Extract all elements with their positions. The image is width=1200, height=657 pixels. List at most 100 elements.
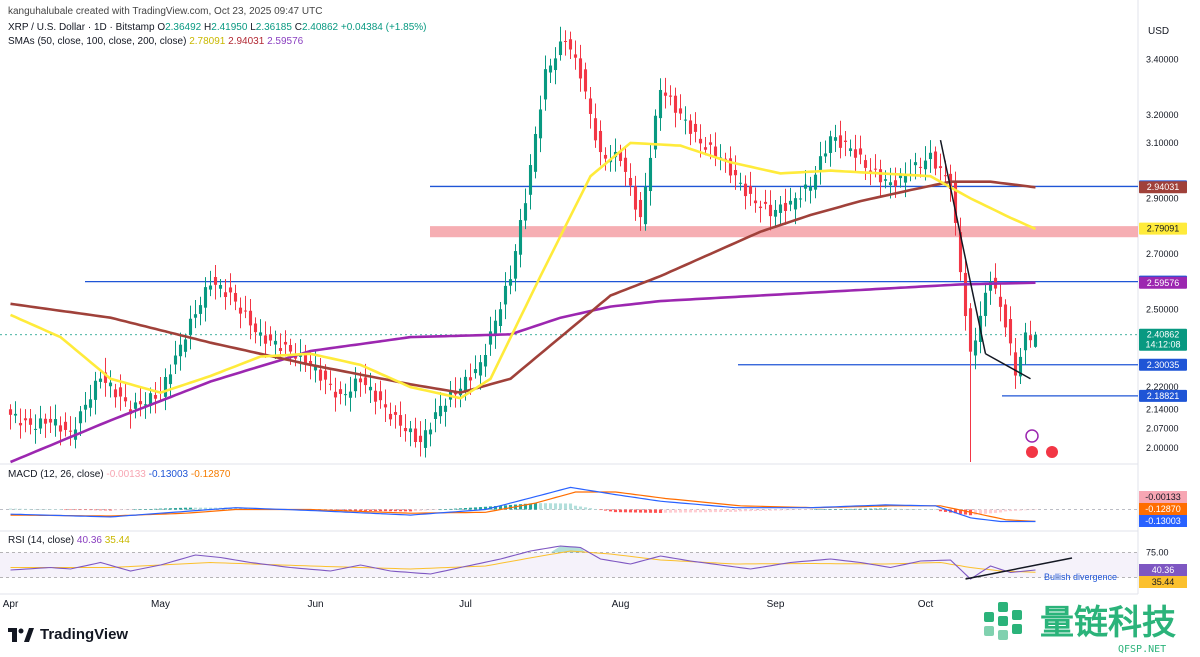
macd-bar <box>363 509 368 511</box>
candle-49 <box>253 323 258 333</box>
macd-bar <box>833 509 838 510</box>
candle-62 <box>318 369 323 381</box>
candle-36 <box>188 318 193 336</box>
macd-bar <box>538 503 543 510</box>
candle-44 <box>228 287 233 293</box>
macd-bar <box>668 509 673 513</box>
candle-141 <box>713 146 718 157</box>
candle-87 <box>443 405 448 412</box>
candle-110 <box>558 41 563 56</box>
close-value: 2.40862 <box>301 22 339 33</box>
rsi-line <box>10 545 1036 580</box>
candle-183 <box>923 160 928 170</box>
macd-bar <box>193 507 198 510</box>
time-tick-Apr: Apr <box>3 599 19 610</box>
candle-63 <box>323 370 328 380</box>
macd-bar <box>83 509 88 511</box>
price-tick: 2.07000 <box>1146 424 1179 434</box>
macd-bar <box>923 509 928 510</box>
resistance-zone <box>430 226 1138 238</box>
macd-bar <box>118 509 123 511</box>
candle-17 <box>93 380 98 400</box>
candle-169 <box>853 149 858 158</box>
price-label-box <box>1139 389 1187 402</box>
macd-bar <box>243 508 248 510</box>
symbol-name[interactable]: XRP / U.S. Dollar · 1D · Bitstamp <box>8 22 155 33</box>
candle-184 <box>928 152 933 160</box>
candle-2 <box>18 422 23 426</box>
macd-hist-value: -0.00133 <box>106 469 146 480</box>
macd-bar <box>188 507 193 510</box>
candle-12 <box>68 430 73 432</box>
macd-bar <box>103 509 108 511</box>
macd-bar <box>853 508 858 510</box>
macd-bar <box>838 509 843 510</box>
candle-130 <box>658 89 663 119</box>
candle-131 <box>663 92 668 96</box>
macd-bar <box>503 505 508 510</box>
candle-133 <box>673 95 678 113</box>
candle-7 <box>43 418 48 424</box>
trendline-0 <box>939 139 987 354</box>
candle-151 <box>763 201 768 204</box>
macd-bar <box>658 509 663 513</box>
macd-axis-box <box>1139 503 1187 515</box>
macd-bar <box>943 509 948 512</box>
candle-5 <box>33 428 38 430</box>
candle-138 <box>698 138 703 144</box>
macd-bar <box>373 509 378 512</box>
candle-75 <box>383 404 388 408</box>
tradingview-logo[interactable]: TradingView <box>8 626 128 643</box>
candle-54 <box>278 348 283 351</box>
macd-bar <box>13 508 18 510</box>
candle-165 <box>833 137 838 141</box>
candle-94 <box>478 362 483 376</box>
candle-158 <box>798 198 803 200</box>
candle-99 <box>503 285 508 305</box>
macd-bar <box>353 509 358 511</box>
macd-bar <box>813 509 818 510</box>
candle-25 <box>133 402 138 409</box>
macd-bar <box>108 509 113 511</box>
candle-45 <box>233 292 238 302</box>
macd-bar <box>843 508 848 510</box>
candle-190 <box>958 232 963 273</box>
candle-57 <box>293 356 298 359</box>
rsi-legend[interactable]: RSI (14, close) 40.36 35.44 <box>8 535 130 546</box>
author-line: kanguhalubale created with TradingView.c… <box>8 6 323 17</box>
candle-37 <box>193 314 198 318</box>
candle-96 <box>488 331 493 345</box>
macd-bar <box>548 503 553 510</box>
macd-legend[interactable]: MACD (12, 26, close) -0.00133 -0.13003 -… <box>8 469 231 480</box>
candle-189 <box>953 180 958 223</box>
macd-bar <box>723 509 728 512</box>
macd-bar <box>653 509 658 513</box>
macd-bar <box>413 509 418 512</box>
open-value: 2.36492 <box>165 22 202 33</box>
candle-93 <box>473 369 478 374</box>
candle-140 <box>708 142 713 145</box>
macd-bar <box>493 506 498 510</box>
trendline-1 <box>985 353 1031 380</box>
macd-bar <box>138 509 143 510</box>
macd-bar <box>703 509 708 513</box>
candle-18 <box>98 378 103 382</box>
macd-bar <box>728 509 733 512</box>
candle-132 <box>668 95 673 97</box>
candle-40 <box>208 285 213 290</box>
macd-bar <box>358 509 363 511</box>
price-label-box <box>1139 328 1187 351</box>
macd-bar <box>688 509 693 513</box>
candle-15 <box>83 404 88 410</box>
rsi-axis-box <box>1139 576 1187 588</box>
sma-legend[interactable]: SMAs (50, close, 100, close, 200, close)… <box>8 36 304 47</box>
macd-bar <box>888 508 893 510</box>
macd-bar <box>8 508 13 510</box>
price-tick: 2.22000 <box>1146 382 1179 392</box>
candle-42 <box>218 285 223 289</box>
candle-202 <box>1018 356 1023 377</box>
price-label-box <box>1139 181 1187 194</box>
candle-153 <box>773 209 778 217</box>
candle-97 <box>493 320 498 336</box>
sma200-value: 2.59576 <box>267 36 304 47</box>
